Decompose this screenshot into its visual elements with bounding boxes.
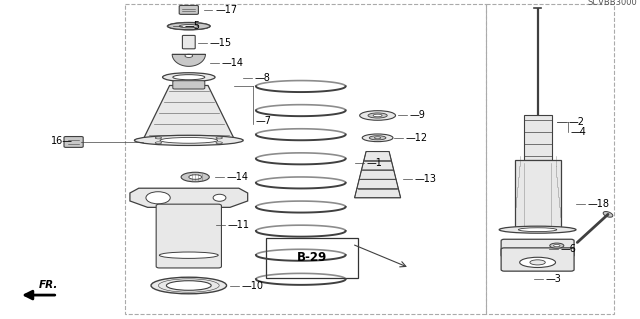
Text: —7: —7 (256, 116, 272, 126)
Ellipse shape (216, 137, 222, 139)
Polygon shape (524, 115, 552, 160)
Ellipse shape (554, 244, 560, 247)
Text: —2: —2 (568, 117, 584, 127)
Text: SCVBB3000: SCVBB3000 (587, 0, 637, 7)
Text: —18: —18 (588, 199, 609, 209)
Ellipse shape (530, 260, 545, 265)
Text: —17: —17 (215, 5, 237, 15)
Text: —9: —9 (410, 110, 426, 121)
Ellipse shape (362, 134, 393, 142)
Text: —3: —3 (546, 274, 562, 284)
Ellipse shape (173, 75, 205, 80)
Text: —6: —6 (561, 244, 577, 255)
Ellipse shape (189, 175, 202, 179)
Polygon shape (362, 161, 394, 170)
Ellipse shape (185, 54, 193, 57)
FancyBboxPatch shape (182, 35, 195, 49)
Polygon shape (364, 152, 392, 161)
Text: —4: —4 (571, 127, 587, 137)
Polygon shape (355, 189, 401, 198)
Polygon shape (130, 188, 248, 252)
Ellipse shape (499, 226, 576, 233)
Ellipse shape (159, 252, 218, 258)
FancyBboxPatch shape (156, 204, 221, 268)
Text: FR.: FR. (38, 280, 58, 290)
FancyBboxPatch shape (64, 137, 83, 147)
Ellipse shape (160, 137, 218, 143)
Ellipse shape (368, 113, 387, 118)
Ellipse shape (520, 257, 556, 267)
Text: B-29: B-29 (297, 251, 327, 264)
Text: —15: —15 (210, 38, 232, 48)
Ellipse shape (156, 137, 162, 139)
Ellipse shape (213, 194, 226, 201)
Text: —10: —10 (242, 281, 264, 291)
Ellipse shape (550, 243, 564, 248)
Ellipse shape (216, 142, 222, 144)
Polygon shape (143, 85, 235, 140)
Text: —11: —11 (228, 220, 250, 230)
Polygon shape (172, 54, 205, 66)
Ellipse shape (603, 211, 613, 217)
Ellipse shape (181, 172, 209, 182)
Text: —13: —13 (415, 174, 436, 184)
Text: —1: —1 (367, 158, 383, 168)
Ellipse shape (168, 23, 210, 30)
Text: 16—: 16— (51, 136, 73, 146)
Ellipse shape (373, 114, 382, 117)
Ellipse shape (360, 111, 396, 120)
FancyBboxPatch shape (501, 248, 574, 271)
Ellipse shape (163, 73, 215, 82)
Ellipse shape (374, 137, 381, 139)
Ellipse shape (156, 142, 162, 144)
Polygon shape (515, 160, 561, 230)
Polygon shape (359, 170, 396, 179)
Text: —12: —12 (405, 133, 428, 143)
FancyBboxPatch shape (173, 81, 205, 89)
Text: —8: —8 (255, 73, 271, 83)
Ellipse shape (146, 192, 170, 204)
Text: —14: —14 (221, 58, 243, 68)
Ellipse shape (179, 25, 198, 28)
Ellipse shape (166, 281, 211, 290)
Text: —5: —5 (184, 21, 200, 31)
Ellipse shape (518, 228, 557, 232)
Polygon shape (357, 179, 398, 189)
FancyBboxPatch shape (179, 5, 198, 14)
Ellipse shape (134, 135, 243, 145)
Text: —14: —14 (227, 172, 248, 182)
Ellipse shape (151, 277, 227, 294)
Ellipse shape (369, 136, 386, 140)
FancyBboxPatch shape (501, 239, 574, 257)
